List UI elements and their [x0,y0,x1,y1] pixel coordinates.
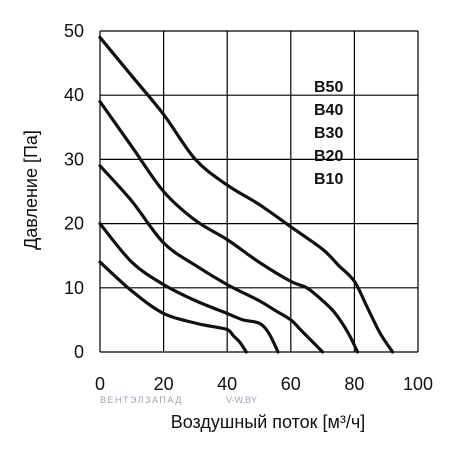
legend-label-b50: B50 [314,79,343,96]
x-axis-label: Воздушный поток [м³/ч] [171,412,366,432]
x-tick-label: 0 [95,374,105,394]
y-tick-label: 10 [64,278,84,298]
y-tick-label: 30 [64,149,84,169]
series-line-b20 [98,222,280,354]
x-tick-label: 80 [344,374,364,394]
series-legend: B50 B40 B30 B20 B10 [314,79,343,188]
y-axis-label: Давление [Па] [21,130,41,250]
watermark-brand: ВЕНТЭЛЗАПАД [100,395,183,405]
x-axis-ticks: 0 20 40 60 80 100 [95,374,433,394]
legend-label-b10: B10 [314,171,343,188]
series-line-b30 [98,164,325,354]
series-line-b10 [98,260,248,354]
legend-label-b40: B40 [314,102,343,119]
x-tick-label: 20 [154,374,174,394]
legend-label-b20: B20 [314,148,343,165]
y-axis-ticks: 0 10 20 30 40 50 [64,21,84,362]
y-tick-label: 0 [74,342,84,362]
x-tick-label: 100 [403,374,433,394]
grid [99,30,419,353]
y-tick-label: 50 [64,21,84,41]
y-tick-label: 20 [64,214,84,234]
series-line-b50 [98,35,395,354]
y-tick-label: 40 [64,85,84,105]
legend-label-b30: B30 [314,125,343,142]
watermark-site: V-W.BY [226,395,257,405]
x-tick-label: 60 [281,374,301,394]
series-line-b40 [98,100,360,354]
x-tick-label: 40 [217,374,237,394]
series-curves [98,35,395,354]
